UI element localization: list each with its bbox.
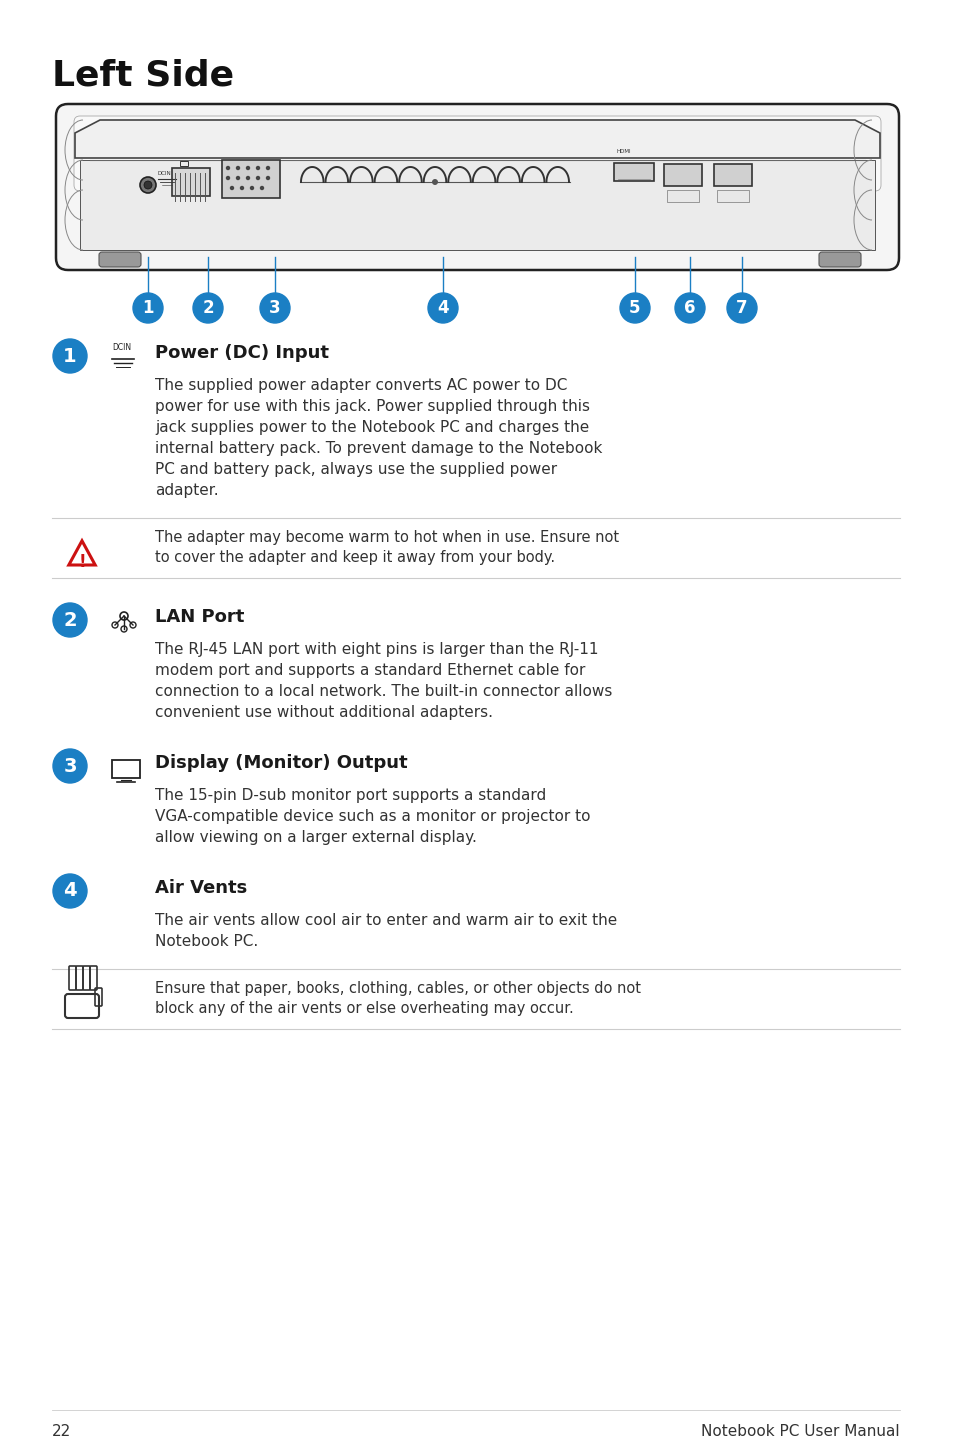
Circle shape: [432, 178, 437, 186]
Text: PC and battery pack, always use the supplied power: PC and battery pack, always use the supp…: [154, 462, 557, 477]
Circle shape: [675, 293, 704, 324]
Circle shape: [255, 165, 260, 170]
Circle shape: [53, 603, 87, 637]
Text: Notebook PC.: Notebook PC.: [154, 935, 258, 949]
Text: convenient use without additional adapters.: convenient use without additional adapte…: [154, 705, 493, 720]
Text: power for use with this jack. Power supplied through this: power for use with this jack. Power supp…: [154, 398, 589, 414]
FancyBboxPatch shape: [666, 190, 699, 201]
Text: Notebook PC User Manual: Notebook PC User Manual: [700, 1424, 899, 1438]
Text: VGA-compatible device such as a monitor or projector to: VGA-compatible device such as a monitor …: [154, 810, 590, 824]
FancyBboxPatch shape: [80, 160, 874, 250]
Text: 5: 5: [629, 299, 640, 316]
Text: DCIN: DCIN: [112, 344, 131, 352]
Text: The 15-pin D-sub monitor port supports a standard: The 15-pin D-sub monitor port supports a…: [154, 788, 546, 802]
FancyBboxPatch shape: [56, 104, 898, 270]
Text: 4: 4: [436, 299, 448, 316]
Circle shape: [230, 186, 233, 190]
Text: modem port and supports a standard Ethernet cable for: modem port and supports a standard Ether…: [154, 663, 585, 677]
Text: 4: 4: [63, 881, 77, 900]
Text: Power (DC) Input: Power (DC) Input: [154, 344, 329, 362]
Text: 7: 7: [736, 299, 747, 316]
Circle shape: [235, 165, 240, 170]
Text: !: !: [78, 554, 86, 571]
FancyBboxPatch shape: [713, 164, 751, 186]
Text: 3: 3: [269, 299, 280, 316]
Circle shape: [226, 165, 230, 170]
Text: LAN Port: LAN Port: [154, 608, 244, 626]
Circle shape: [255, 175, 260, 180]
Text: 3: 3: [63, 756, 76, 775]
Circle shape: [144, 181, 152, 188]
Circle shape: [260, 293, 290, 324]
Circle shape: [250, 186, 253, 190]
FancyBboxPatch shape: [717, 190, 748, 201]
Circle shape: [726, 293, 757, 324]
Circle shape: [132, 293, 163, 324]
Circle shape: [246, 175, 250, 180]
Circle shape: [266, 175, 270, 180]
Text: DCIN: DCIN: [158, 171, 172, 175]
Text: 22: 22: [52, 1424, 71, 1438]
Circle shape: [235, 175, 240, 180]
Text: Air Vents: Air Vents: [154, 879, 247, 897]
Text: Left Side: Left Side: [52, 58, 233, 92]
Text: internal battery pack. To prevent damage to the Notebook: internal battery pack. To prevent damage…: [154, 441, 601, 456]
Circle shape: [239, 186, 244, 190]
Text: connection to a local network. The built-in connector allows: connection to a local network. The built…: [154, 684, 612, 699]
Polygon shape: [75, 119, 879, 158]
FancyBboxPatch shape: [614, 162, 654, 181]
Text: allow viewing on a larger external display.: allow viewing on a larger external displ…: [154, 830, 476, 846]
Circle shape: [53, 749, 87, 784]
Text: Ensure that paper, books, clothing, cables, or other objects do not: Ensure that paper, books, clothing, cabl…: [154, 981, 640, 997]
FancyBboxPatch shape: [663, 164, 701, 186]
FancyBboxPatch shape: [818, 252, 861, 267]
Circle shape: [140, 177, 156, 193]
Text: HDMI: HDMI: [617, 150, 631, 154]
Circle shape: [53, 874, 87, 907]
Circle shape: [246, 165, 250, 170]
Text: 2: 2: [202, 299, 213, 316]
FancyBboxPatch shape: [99, 252, 141, 267]
Text: jack supplies power to the Notebook PC and charges the: jack supplies power to the Notebook PC a…: [154, 420, 589, 436]
Circle shape: [428, 293, 457, 324]
Circle shape: [619, 293, 649, 324]
Text: The supplied power adapter converts AC power to DC: The supplied power adapter converts AC p…: [154, 378, 567, 393]
Circle shape: [226, 175, 230, 180]
Text: adapter.: adapter.: [154, 483, 218, 498]
Text: block any of the air vents or else overheating may occur.: block any of the air vents or else overh…: [154, 1001, 573, 1017]
FancyBboxPatch shape: [74, 116, 880, 191]
Circle shape: [53, 339, 87, 372]
Text: Display (Monitor) Output: Display (Monitor) Output: [154, 754, 407, 772]
Circle shape: [266, 165, 270, 170]
Circle shape: [259, 186, 264, 190]
Text: The air vents allow cool air to enter and warm air to exit the: The air vents allow cool air to enter an…: [154, 913, 617, 928]
Text: to cover the adapter and keep it away from your body.: to cover the adapter and keep it away fr…: [154, 549, 555, 565]
Text: 1: 1: [63, 347, 77, 365]
Text: 6: 6: [683, 299, 695, 316]
FancyBboxPatch shape: [222, 160, 280, 198]
Circle shape: [193, 293, 223, 324]
Text: The RJ-45 LAN port with eight pins is larger than the RJ-11: The RJ-45 LAN port with eight pins is la…: [154, 641, 598, 657]
Text: The adapter may become warm to hot when in use. Ensure not: The adapter may become warm to hot when …: [154, 531, 618, 545]
Text: 1: 1: [142, 299, 153, 316]
Text: 2: 2: [63, 611, 77, 630]
FancyBboxPatch shape: [172, 168, 210, 196]
